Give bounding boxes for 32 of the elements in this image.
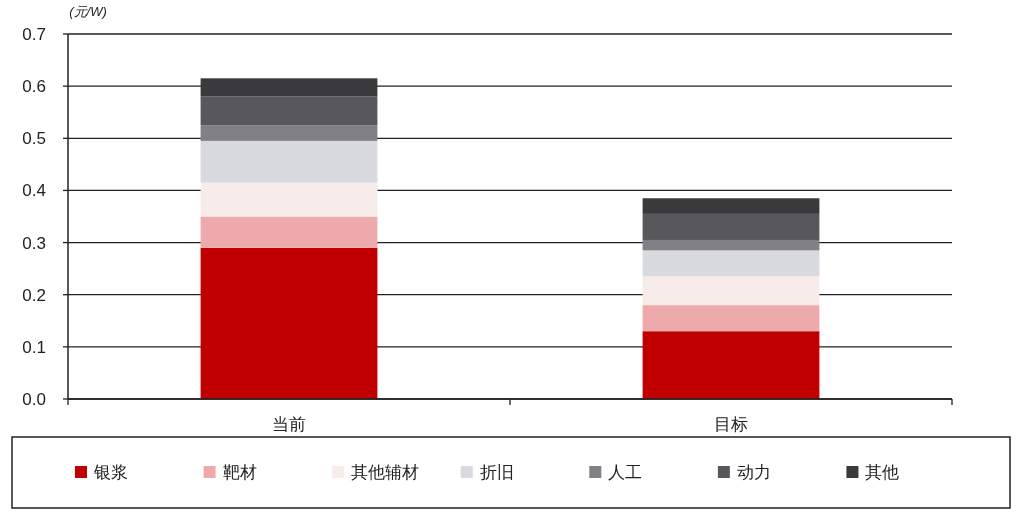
bar [200, 140, 378, 183]
bar [200, 96, 378, 126]
y-tick-label: 0.6 [22, 77, 46, 97]
legend-label: 动力 [736, 463, 771, 482]
y-tick-label: 0.7 [22, 25, 46, 44]
bar [200, 125, 378, 141]
legend-label: 人工 [608, 463, 643, 482]
y-tick-label: 0.1 [22, 337, 46, 357]
legend-label: 靶材 [222, 463, 257, 482]
y-tick-label: 0.3 [22, 233, 46, 253]
bar [200, 247, 378, 399]
x-tick-label: 当前 [272, 415, 306, 434]
bar [642, 239, 820, 251]
bar [642, 305, 820, 332]
y-tick-label: 0.2 [22, 285, 46, 305]
y-axis-title: (元/W) [69, 4, 107, 19]
bar [642, 213, 820, 240]
bar [642, 276, 820, 306]
legend-label: 其他 [865, 463, 900, 482]
bar [200, 182, 378, 217]
bar [200, 78, 378, 97]
bar [642, 198, 820, 214]
y-tick-label: 0.4 [22, 181, 46, 201]
bar [642, 250, 820, 277]
legend-label: 银浆 [93, 463, 128, 482]
x-tick-label: 目标 [714, 415, 748, 434]
legend-label: 折旧 [479, 463, 514, 482]
bar [642, 331, 820, 399]
legend-label: 其他辅材 [351, 463, 420, 482]
text: 0.0 [22, 390, 46, 409]
y-tick-label: 0.5 [22, 129, 46, 149]
bar [200, 216, 378, 248]
